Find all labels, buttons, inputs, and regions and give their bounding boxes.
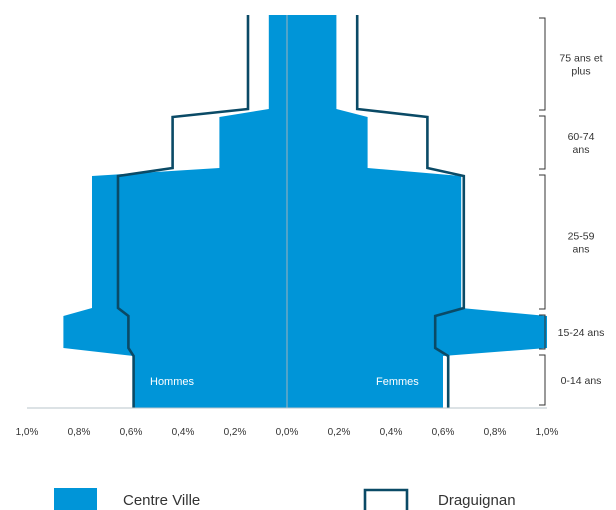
x-tick-label: 0,4% [380, 427, 403, 438]
age-brackets [539, 17, 546, 406]
x-tick-label: 0,2% [328, 427, 351, 438]
age-bracket [539, 17, 546, 111]
age-group-label: 0-14 ans [561, 375, 602, 387]
centre-ville-shape [63, 15, 548, 408]
men-label: Hommes [150, 376, 195, 388]
legend-label-centre-ville: Centre Ville [123, 492, 200, 509]
legend-swatch-draguignan [363, 488, 409, 510]
women-label: Femmes [376, 376, 419, 388]
x-tick-label: 0,8% [484, 427, 507, 438]
age-group-labels: 0-14 ans 15-24 ans 25-59 ans 60-74 ans 75 ans … [558, 53, 605, 388]
x-tick-label: 0,8% [68, 427, 91, 438]
centre-ville-area [63, 15, 548, 408]
age-group-label: 75 ans et plus [559, 53, 602, 78]
age-group-label: 60-74 ans [568, 131, 595, 156]
age-group-label: 15-24 ans [558, 327, 605, 339]
age-bracket [539, 314, 546, 350]
age-bracket [539, 354, 546, 406]
draguignan-outline [116, 15, 466, 408]
age-group-label: 25-59 ans [568, 231, 595, 256]
x-tick-label: 0,6% [120, 427, 143, 438]
x-tick-label: 0,4% [172, 427, 195, 438]
draguignan-outline-women [355, 15, 466, 408]
age-bracket [539, 174, 546, 310]
age-bracket [539, 115, 546, 170]
x-tick-label: 0,2% [224, 427, 247, 438]
x-tick-label: 0,0% [276, 427, 299, 438]
legend-label-draguignan: Draguignan [438, 492, 516, 509]
draguignan-outline-men [116, 15, 250, 408]
x-axis-ticks: 1,0% 0,8% 0,6% 0,4% 0,2% 0,0% 0,2% 0,4% 0,6% 0,8%… [16, 427, 559, 438]
x-tick-label: 1,0% [16, 427, 39, 438]
x-tick-label: 0,6% [432, 427, 455, 438]
x-tick-label: 1,0% [536, 427, 559, 438]
legend-swatch-centre-ville [54, 488, 97, 510]
legend: Centre Ville Draguignan [54, 488, 516, 510]
